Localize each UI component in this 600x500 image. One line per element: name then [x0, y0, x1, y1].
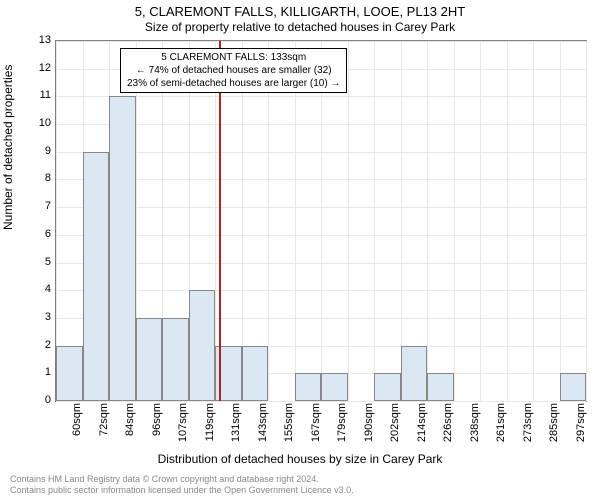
histogram-bar: [374, 373, 401, 401]
gridline-h: [56, 401, 586, 402]
x-tick-label: 226sqm: [442, 403, 454, 442]
y-tick-label: 1: [21, 366, 51, 378]
gridline-v: [268, 41, 269, 401]
histogram-bar: [56, 346, 83, 401]
y-tick-label: 5: [21, 256, 51, 268]
histogram-bar: [109, 96, 136, 401]
reference-line: [219, 41, 221, 401]
footer-line1: Contains HM Land Registry data © Crown c…: [10, 474, 354, 485]
histogram-bar: [189, 290, 216, 401]
x-tick-label: 119sqm: [204, 403, 216, 441]
footer-attribution: Contains HM Land Registry data © Crown c…: [10, 474, 354, 496]
plot-area: [55, 40, 587, 402]
x-tick-label: 190sqm: [363, 403, 375, 442]
histogram-bar: [83, 152, 110, 401]
y-tick-label: 3: [21, 311, 51, 323]
annotation-line2: ← 74% of detached houses are smaller (32…: [127, 64, 340, 77]
x-tick-label: 131sqm: [230, 403, 242, 442]
x-axis-label: Distribution of detached houses by size …: [0, 452, 600, 466]
gridline-v: [427, 41, 428, 401]
chart-title-main: 5, CLAREMONT FALLS, KILLIGARTH, LOOE, PL…: [0, 4, 600, 19]
gridline-v: [295, 41, 296, 401]
y-tick-label: 2: [21, 339, 51, 351]
x-tick-label: 285sqm: [548, 403, 560, 442]
x-tick-label: 72sqm: [98, 403, 110, 436]
x-tick-label: 202sqm: [389, 403, 401, 442]
histogram-bar: [295, 373, 322, 401]
histogram-bar: [136, 318, 163, 401]
y-tick-label: 11: [21, 89, 51, 101]
chart-container: 5, CLAREMONT FALLS, KILLIGARTH, LOOE, PL…: [0, 0, 600, 500]
x-tick-label: 107sqm: [177, 403, 189, 442]
x-tick-label: 167sqm: [310, 403, 322, 442]
x-tick-label: 155sqm: [283, 403, 295, 442]
annotation-line3: 23% of semi-detached houses are larger (…: [127, 77, 340, 90]
histogram-bar: [560, 373, 587, 401]
gridline-v: [560, 41, 561, 401]
y-tick-label: 12: [21, 62, 51, 74]
x-tick-label: 143sqm: [257, 403, 269, 442]
gridline-v: [348, 41, 349, 401]
histogram-bar: [162, 318, 189, 401]
y-tick-label: 8: [21, 172, 51, 184]
gridline-v: [374, 41, 375, 401]
x-tick-label: 179sqm: [336, 403, 348, 442]
gridline-v: [507, 41, 508, 401]
histogram-bar: [242, 346, 269, 401]
y-tick-label: 0: [21, 394, 51, 406]
chart-title-sub: Size of property relative to detached ho…: [0, 20, 600, 34]
gridline-v: [480, 41, 481, 401]
x-tick-label: 273sqm: [522, 403, 534, 442]
x-tick-label: 84sqm: [124, 403, 136, 436]
y-tick-label: 10: [21, 117, 51, 129]
histogram-bar: [401, 346, 428, 401]
gridline-v: [533, 41, 534, 401]
annotation-box: 5 CLAREMONT FALLS: 133sqm ← 74% of detac…: [120, 48, 347, 93]
x-tick-label: 96sqm: [151, 403, 163, 436]
gridline-v: [321, 41, 322, 401]
x-tick-label: 297sqm: [575, 403, 587, 442]
histogram-bar: [321, 373, 348, 401]
y-tick-label: 6: [21, 228, 51, 240]
x-tick-label: 261sqm: [495, 403, 507, 442]
y-tick-label: 13: [21, 34, 51, 46]
footer-line2: Contains public sector information licen…: [10, 485, 354, 496]
y-axis-label: Number of detached properties: [1, 65, 15, 230]
x-tick-label: 60sqm: [71, 403, 83, 436]
x-tick-label: 238sqm: [469, 403, 481, 442]
annotation-line1: 5 CLAREMONT FALLS: 133sqm: [127, 51, 340, 64]
y-tick-label: 9: [21, 145, 51, 157]
gridline-v: [586, 41, 587, 401]
y-tick-label: 4: [21, 283, 51, 295]
gridline-v: [454, 41, 455, 401]
y-tick-label: 7: [21, 200, 51, 212]
x-tick-label: 214sqm: [416, 403, 428, 442]
histogram-bar: [427, 373, 454, 401]
